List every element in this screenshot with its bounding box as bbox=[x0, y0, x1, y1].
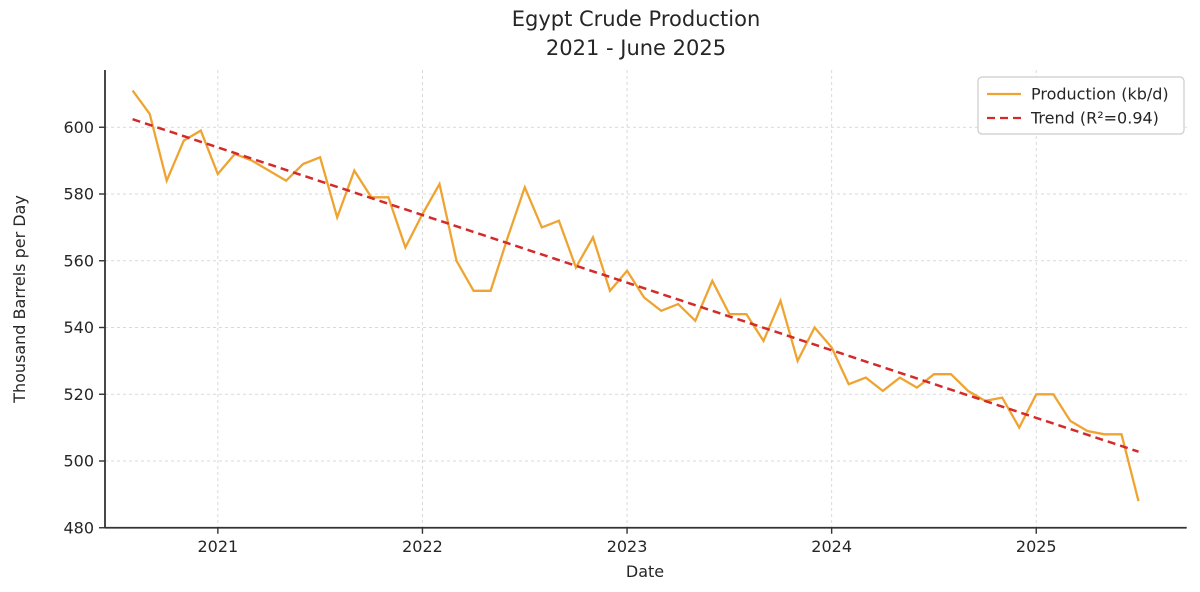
y-tick-label: 600 bbox=[63, 118, 94, 137]
x-tick-label: 2025 bbox=[1016, 537, 1057, 556]
x-tick-label: 2024 bbox=[811, 537, 852, 556]
chart-subtitle: 2021 - June 2025 bbox=[546, 36, 726, 60]
chart-title: Egypt Crude Production bbox=[512, 7, 761, 31]
x-tick-label: 2023 bbox=[607, 537, 648, 556]
x-tick-label: 2021 bbox=[197, 537, 238, 556]
y-tick-label: 560 bbox=[63, 251, 94, 270]
x-tick-label: 2022 bbox=[402, 537, 443, 556]
legend-item-label: Trend (R²=0.94) bbox=[1030, 109, 1159, 128]
y-tick-label: 480 bbox=[63, 518, 94, 537]
y-tick-label: 540 bbox=[63, 318, 94, 337]
x-axis-label: Date bbox=[626, 562, 664, 581]
trend-line bbox=[132, 118, 1139, 453]
legend-box bbox=[977, 76, 1185, 135]
production-line bbox=[131, 89, 1140, 502]
y-tick-label: 520 bbox=[63, 385, 94, 404]
y-axis-label: Thousand Barrels per Day bbox=[10, 195, 29, 404]
y-tick-label: 580 bbox=[63, 185, 94, 204]
legend-item-label: Production (kb/d) bbox=[1031, 85, 1169, 104]
y-tick-label: 500 bbox=[63, 452, 94, 471]
